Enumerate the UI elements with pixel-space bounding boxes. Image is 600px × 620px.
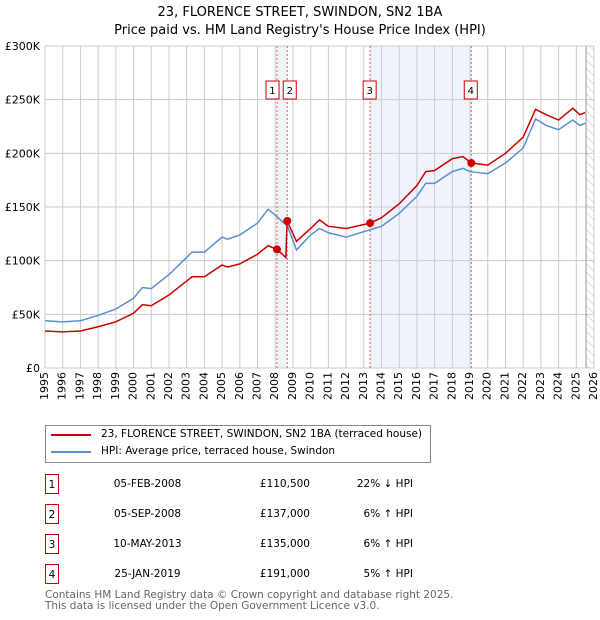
x-tick-label: 2010 [304, 372, 317, 400]
x-tick-label: 1998 [91, 372, 104, 400]
x-tick-label: 2018 [445, 372, 458, 400]
footer-copyright: Contains HM Land Registry data © Crown c… [45, 589, 454, 601]
y-tick-label: £0 [26, 362, 40, 375]
sale-number: 3 [45, 534, 59, 554]
series-line [44, 107, 586, 333]
x-tick-label: 2006 [233, 372, 246, 400]
sale-label-box [362, 80, 377, 100]
sale-label-box [282, 80, 297, 100]
sale-price: £137,000 [259, 508, 310, 520]
sale-number: 4 [45, 564, 59, 584]
x-tick-label: 2024 [552, 372, 565, 400]
hpi-diff: 5% ↑ HPI [363, 568, 413, 580]
legend: 23, FLORENCE STREET, SWINDON, SN2 1BA (t… [45, 425, 431, 463]
legend-label: HPI: Average price, terraced house, Swin… [101, 445, 336, 457]
y-tick-label: £50K [12, 308, 41, 321]
y-tick-label: £150K [5, 201, 41, 214]
x-tick-label: 2025 [569, 372, 582, 400]
legend-label: 23, FLORENCE STREET, SWINDON, SN2 1BA (t… [101, 428, 423, 440]
blue-line-swatch [51, 451, 91, 453]
hpi-diff: 6% ↑ HPI [363, 508, 413, 520]
sale-number: 1 [45, 474, 59, 494]
x-tick-label: 1995 [38, 372, 51, 400]
sale-point [467, 158, 476, 167]
x-tick-label: 2011 [321, 372, 334, 400]
x-tick-label: 2019 [463, 372, 476, 400]
x-tick-label: 2014 [374, 372, 387, 400]
footer-licence: This data is licensed under the Open Gov… [45, 600, 380, 612]
sale-price: £191,000 [259, 568, 310, 580]
x-tick-label: 2012 [339, 372, 352, 400]
sale-price: £135,000 [259, 538, 310, 550]
x-tick-label: 2000 [127, 372, 140, 400]
red-line-swatch [51, 434, 91, 436]
x-tick-label: 2005 [215, 372, 228, 400]
chart-title: 23, FLORENCE STREET, SWINDON, SN2 1BA Pr… [0, 4, 600, 40]
y-tick-label: £250K [5, 94, 41, 107]
x-tick-label: 2023 [534, 372, 547, 400]
x-tick-label: 2015 [392, 372, 405, 400]
x-tick-label: 2016 [410, 372, 423, 400]
hpi-diff: 6% ↑ HPI [363, 538, 413, 550]
sale-label: 3 [366, 86, 372, 97]
x-tick-label: 2001 [144, 372, 157, 400]
x-tick-label: 2004 [197, 372, 210, 400]
legend-item-property: 23, FLORENCE STREET, SWINDON, SN2 1BA (t… [46, 426, 430, 443]
x-tick-label: 1999 [109, 372, 122, 400]
table-row: 1 05-FEB-2008 £110,500 22% ↓ HPI [45, 474, 445, 494]
sale-label: 1 [269, 86, 275, 97]
sale-label-box [265, 80, 280, 100]
sale-point [283, 216, 292, 225]
sale-point [366, 219, 375, 228]
title-line: 23, FLORENCE STREET, SWINDON, SN2 1BA [157, 5, 443, 20]
table-row: 4 25-JAN-2019 £191,000 5% ↑ HPI [45, 564, 445, 584]
sale-label-box [463, 80, 478, 100]
sale-date: 05-SEP-2008 [113, 508, 182, 520]
table-row: 3 10-MAY-2013 £135,000 6% ↑ HPI [45, 534, 445, 554]
x-tick-label: 2026 [587, 372, 600, 400]
x-tick-label: 2017 [428, 372, 441, 400]
price-chart: 1995 1996 1997 1998 1999 2000 2001 2002 2003 2004… [5, 40, 600, 400]
x-tick-label: 2021 [498, 372, 511, 400]
x-tick-label: 2022 [516, 372, 529, 400]
sale-label: 4 [468, 86, 474, 97]
y-tick-label: £100K [5, 255, 41, 268]
x-tick-label: 2007 [251, 372, 264, 400]
y-tick-label: £300K [5, 40, 41, 53]
legend-item-hpi: HPI: Average price, terraced house, Swin… [46, 443, 430, 460]
sale-date: 10-MAY-2013 [113, 538, 182, 550]
x-tick-label: 2020 [481, 372, 494, 400]
sale-date: 25-JAN-2019 [114, 568, 181, 580]
x-tick-label: 2013 [357, 372, 370, 400]
x-tick-label: 2009 [286, 372, 299, 400]
sale-price: £110,500 [259, 478, 310, 490]
sale-point [272, 245, 281, 254]
x-tick-label: 2003 [180, 372, 193, 400]
subtitle-line: Price paid vs. HM Land Registry's House … [114, 23, 486, 38]
table-row: 2 05-SEP-2008 £137,000 6% ↑ HPI [45, 504, 445, 524]
x-tick-label: 2008 [268, 372, 281, 400]
footer: Contains HM Land Registry data © Crown c… [45, 590, 453, 612]
x-tick-label: 1997 [73, 372, 86, 400]
y-tick-label: £200K [5, 147, 41, 160]
x-tick-label: 2002 [162, 372, 175, 400]
x-tick-label: 1996 [56, 372, 69, 400]
hpi-diff: 22% ↓ HPI [356, 478, 413, 490]
series-line [44, 117, 586, 323]
sale-number: 2 [45, 504, 59, 524]
sale-date: 05-FEB-2008 [113, 478, 182, 490]
sale-label: 2 [287, 86, 293, 97]
